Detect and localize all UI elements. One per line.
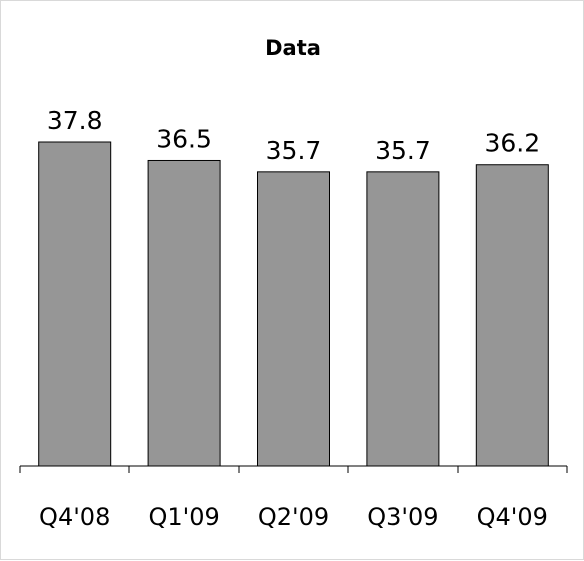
data-label: 35.7 [266, 136, 322, 165]
bars-layer [38, 141, 549, 467]
x-axis [19, 465, 568, 473]
bar [257, 171, 330, 467]
x-tick-labels: Q4'08 Q1'09 Q2'09 Q3'09 Q4'09 [39, 503, 548, 531]
x-tick-label: Q3'09 [367, 503, 438, 531]
x-tick-label: Q1'09 [148, 503, 219, 531]
bar [366, 171, 440, 467]
data-label: 36.5 [156, 124, 212, 153]
bar [475, 164, 549, 467]
x-tick-label: Q4'08 [39, 503, 110, 531]
x-tick-label: Q4'09 [477, 503, 548, 531]
data-label: 35.7 [375, 136, 431, 165]
data-label: 36.2 [484, 129, 540, 158]
data-label: 37.8 [47, 106, 103, 135]
chart-title: Data [265, 36, 321, 60]
x-tick-label: Q2'09 [258, 503, 329, 531]
bar [147, 159, 221, 467]
bar [38, 141, 112, 467]
data-labels: 37.8 36.5 35.7 35.7 36.2 [47, 106, 540, 165]
